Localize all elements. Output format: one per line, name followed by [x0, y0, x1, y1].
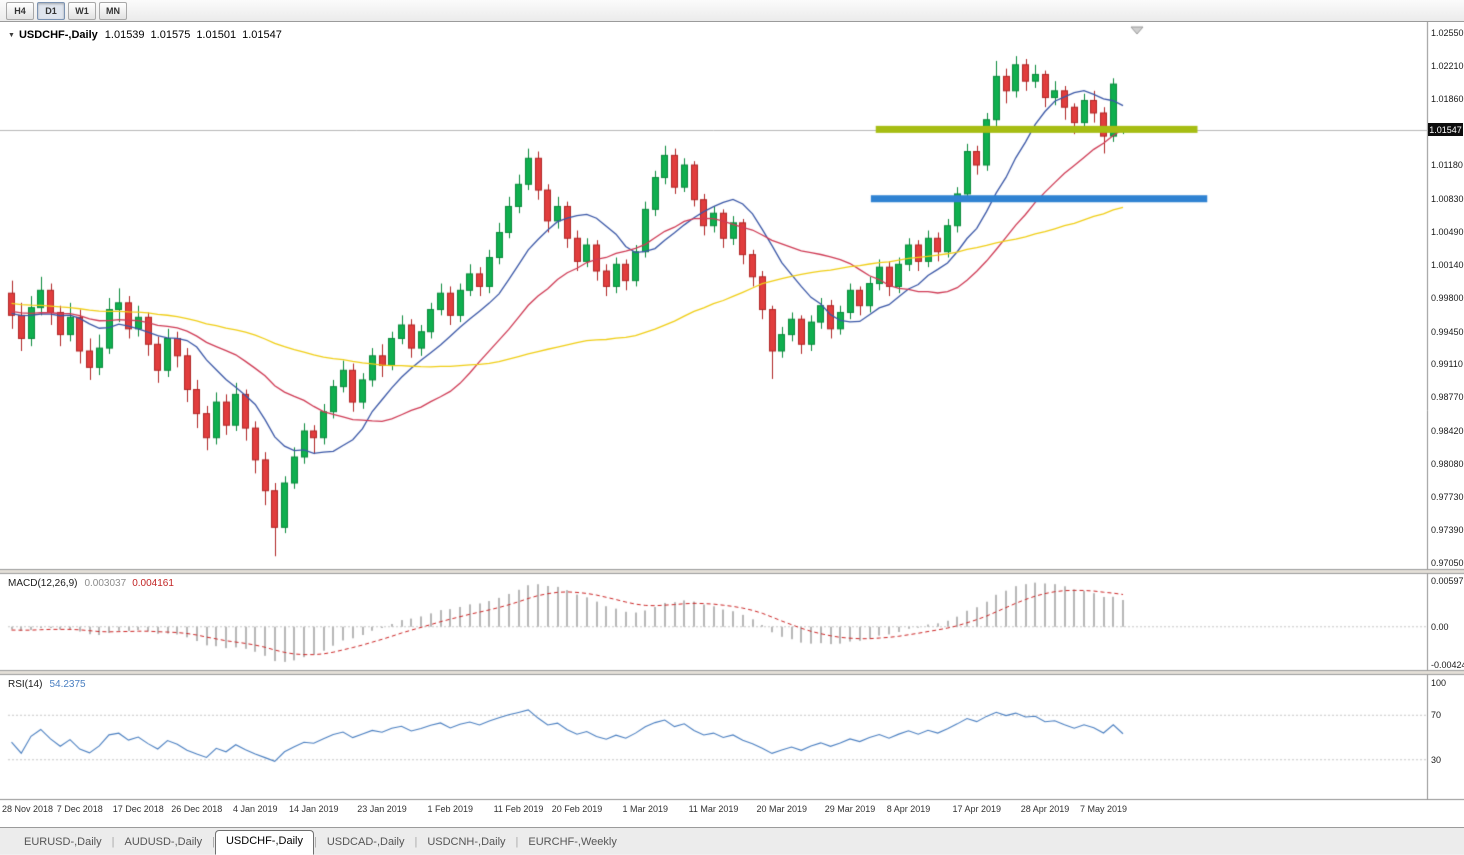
- date-axis-label: 28 Apr 2019: [1020, 804, 1070, 814]
- ohlc-low: 1.01501: [196, 29, 237, 41]
- price-axis-label: 1.02550: [1431, 28, 1464, 38]
- price-axis-label: 0.98770: [1431, 392, 1464, 403]
- price-axis-label: 0.98080: [1431, 458, 1464, 469]
- price-axis-label: 0.97730: [1431, 492, 1464, 503]
- price-axis-label: 1.00140: [1431, 260, 1464, 271]
- timeframe-toolbar: H4 D1 W1 MN: [0, 0, 1464, 22]
- date-axis-label: 11 Feb 2019: [493, 804, 544, 814]
- macd-axis-label: 0.00597: [1431, 576, 1464, 586]
- tab-usdcnh-daily[interactable]: USDCNH-,Daily: [427, 836, 506, 848]
- tab-usdchf-daily[interactable]: USDCHF-,Daily: [214, 830, 314, 855]
- macd-signal-value: 0.004161: [132, 578, 174, 589]
- tab-usdcad-daily[interactable]: USDCAD-,Daily: [326, 836, 405, 848]
- chart-area: ▼ USDCHF-,Daily 1.01539 1.01575 1.01501 1.015…: [0, 22, 1464, 827]
- price-chart-canvas[interactable]: [0, 22, 1464, 827]
- price-axis-label: 1.00830: [1431, 193, 1464, 204]
- timeframe-button-mn[interactable]: MN: [99, 1, 127, 20]
- rsi-value: 54.2375: [49, 679, 86, 690]
- current-price-badge: 1.01547: [1428, 123, 1463, 137]
- date-axis-label: 4 Jan 2019: [232, 804, 278, 814]
- tab-separator: |: [313, 836, 317, 848]
- price-axis-label: 1.02210: [1431, 60, 1464, 71]
- ohlc-close: 1.01547: [242, 29, 282, 41]
- date-axis-label: 14 Jan 2019: [288, 804, 339, 814]
- date-axis-label: 7 Dec 2018: [56, 804, 103, 814]
- timeframe-button-d1[interactable]: D1: [37, 1, 65, 20]
- tab-separator: |: [414, 836, 418, 848]
- price-axis-label: 0.99450: [1431, 326, 1464, 337]
- date-axis-label: 1 Feb 2019: [427, 804, 474, 814]
- price-axis-label: 1.00490: [1431, 226, 1464, 237]
- price-axis-label: 0.98420: [1431, 425, 1464, 436]
- date-axis-label: 20 Feb 2019: [551, 804, 603, 814]
- rsi-axis-label: 30: [1431, 754, 1442, 765]
- macd-name: MACD(12,26,9): [8, 578, 78, 589]
- price-axis-label: 0.99800: [1431, 293, 1464, 303]
- price-axis-label: 1.01180: [1431, 160, 1463, 171]
- date-axis-label: 28 Nov 2018: [2, 804, 54, 814]
- date-axis-label: 17 Dec 2018: [112, 804, 164, 814]
- chart-tab-bar: EURUSD-,Daily | AUDUSD-,Daily | USDCHF-,Dail…: [0, 827, 1464, 855]
- macd-main-value: 0.003037: [84, 578, 127, 589]
- symbol-name: USDCHF-,Daily: [18, 29, 98, 41]
- tab-eurchf-weekly[interactable]: EURCHF-,Weekly: [528, 836, 617, 848]
- macd-axis-label: -0.00424: [1431, 660, 1464, 670]
- ohlc-high: 1.01575: [150, 29, 191, 41]
- rsi-name: RSI(14): [8, 679, 43, 690]
- tab-separator: |: [515, 836, 519, 848]
- tab-separator: |: [111, 836, 115, 848]
- date-axis-label: 26 Dec 2018: [171, 804, 223, 814]
- timeframe-button-w1[interactable]: W1: [68, 1, 96, 20]
- macd-indicator-label: MACD(12,26,9) 0.003037 0.004161: [8, 578, 174, 589]
- price-axis-label: 0.99110: [1431, 359, 1463, 370]
- symbol-dropdown-icon: ▼: [8, 32, 15, 39]
- rsi-axis-label: 70: [1431, 710, 1442, 721]
- symbol-ohlc-label: ▼ USDCHF-,Daily 1.01539 1.01575 1.01501 1.015…: [8, 29, 288, 41]
- macd-axis-label: 0.00: [1431, 621, 1449, 632]
- price-axis-label: 1.01860: [1431, 94, 1464, 105]
- date-axis-label: 1 Mar 2019: [622, 804, 669, 814]
- date-axis-label: 17 Apr 2019: [952, 804, 1002, 814]
- price-axis-label: 0.97050: [1431, 558, 1464, 568]
- timeframe-button-h4[interactable]: H4: [6, 1, 34, 20]
- tab-separator: |: [212, 836, 215, 848]
- ohlc-open: 1.01539: [104, 29, 145, 41]
- date-axis-label: 20 Mar 2019: [756, 804, 808, 814]
- rsi-axis-label: 100: [1431, 678, 1447, 688]
- date-axis-label: 29 Mar 2019: [824, 804, 876, 814]
- date-axis-label: 7 May 2019: [1079, 804, 1128, 814]
- rsi-indicator-label: RSI(14) 54.2375: [8, 679, 86, 690]
- date-axis-label: 8 Apr 2019: [886, 804, 931, 814]
- tab-audusd-daily[interactable]: AUDUSD-,Daily: [124, 836, 203, 848]
- date-axis-label: 11 Mar 2019: [688, 804, 739, 814]
- tab-eurusd-daily[interactable]: EURUSD-,Daily: [24, 836, 102, 848]
- date-axis-label: 23 Jan 2019: [357, 804, 407, 814]
- price-axis-label: 0.97390: [1431, 525, 1464, 536]
